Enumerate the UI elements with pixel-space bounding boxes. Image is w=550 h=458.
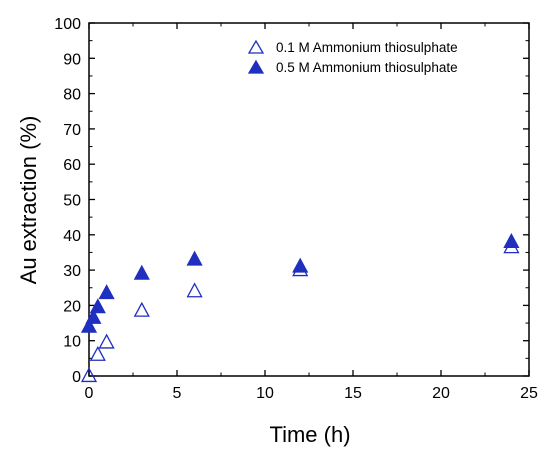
x-axis: 0 5 10 15 20 25 — [85, 23, 538, 402]
data-point-series-2 — [292, 257, 309, 273]
legend: 0.1 M Ammonium thiosulphate 0.5 M Ammoni… — [247, 39, 458, 75]
y-tick-label: 30 — [63, 263, 81, 280]
y-tick-label: 10 — [63, 334, 81, 351]
y-tick-label: 60 — [63, 157, 81, 174]
data-point-series-1 — [133, 301, 150, 317]
data-points — [80, 232, 520, 383]
legend-label-series-1: 0.1 M Ammonium thiosulphate — [276, 40, 458, 55]
y-tick-label: 70 — [63, 122, 81, 139]
x-tick-label: 20 — [432, 385, 450, 402]
y-axis: 0 10 20 30 40 50 60 70 80 90 100 — [54, 16, 529, 386]
data-point-series-2 — [503, 232, 520, 248]
x-tick-label: 5 — [173, 385, 182, 402]
data-point-series-2 — [98, 284, 115, 300]
x-tick-label: 15 — [344, 385, 362, 402]
data-point-series-1 — [98, 333, 115, 349]
data-point-series-2 — [186, 250, 203, 266]
x-axis-title: Time (h) — [269, 422, 350, 447]
data-point-series-2 — [85, 308, 102, 324]
plot-frame — [88, 22, 530, 377]
y-tick-label: 90 — [63, 51, 81, 68]
y-tick-label: 40 — [63, 228, 81, 245]
x-tick-label: 25 — [520, 385, 538, 402]
legend-marker-series-1 — [247, 39, 265, 54]
plot-border — [88, 22, 530, 377]
x-tick-label: 10 — [256, 385, 274, 402]
data-point-series-2 — [133, 264, 150, 280]
data-point-series-1 — [80, 367, 98, 383]
y-tick-label: 50 — [63, 193, 81, 210]
y-axis-title: Au extraction (%) — [16, 116, 41, 285]
y-tick-label: 20 — [63, 298, 81, 315]
legend-marker-series-2 — [247, 59, 265, 74]
legend-label-series-2: 0.5 M Ammonium thiosulphate — [276, 60, 458, 75]
y-tick-label: 100 — [54, 16, 81, 33]
data-point-series-1 — [89, 345, 106, 361]
x-tick-label: 0 — [85, 385, 94, 402]
data-point-series-1 — [186, 282, 203, 298]
data-point-series-2 — [80, 317, 98, 333]
y-tick-label: 0 — [72, 369, 81, 386]
y-tick-label: 80 — [63, 87, 81, 104]
data-point-series-2 — [89, 298, 106, 314]
